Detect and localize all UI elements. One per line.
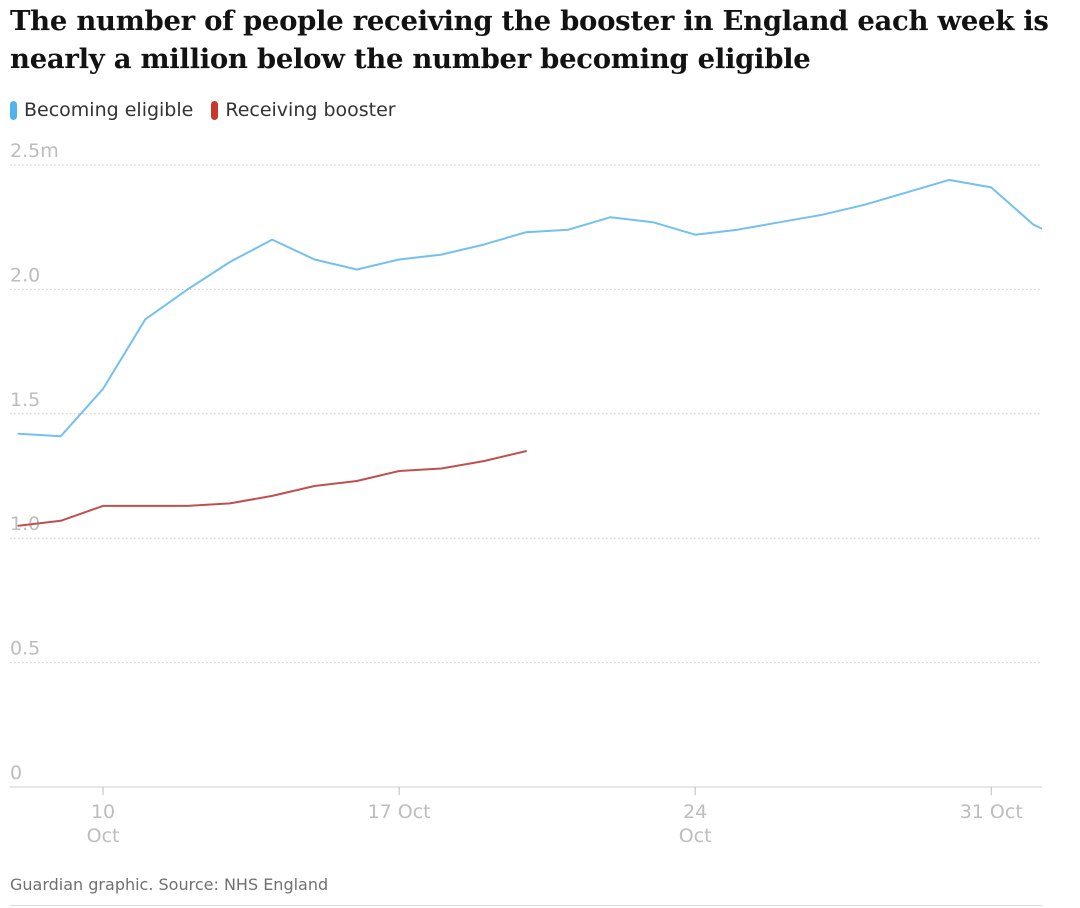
gridlines [10, 164, 1042, 788]
source-note: Guardian graphic. Source: NHS England [10, 875, 329, 894]
series-line-eligible [17, 178, 1042, 438]
legend-swatch-booster [211, 100, 219, 120]
series-line-booster [17, 450, 527, 527]
chart-title: The number of people receiving the boost… [10, 5, 1049, 75]
chart-legend: Becoming eligible Receiving booster [10, 97, 414, 123]
x-tick-label-line2: Oct [87, 825, 120, 847]
legend-swatch-eligible [10, 100, 17, 120]
y-tick-label: 0.5 [10, 638, 40, 660]
legend-label-booster: Receiving booster [225, 99, 396, 121]
y-tick-label: 2.5m [10, 140, 59, 162]
x-tick-label: 24 [683, 801, 707, 823]
footer-divider [10, 905, 1042, 906]
x-tick-label: 31 Oct [960, 801, 1023, 823]
y-tick-label: 1.5 [10, 389, 40, 411]
y-axis: 2.5m2.01.51.00.50 [10, 140, 59, 784]
y-tick-label: 2.0 [10, 264, 40, 286]
legend-item-eligible: Becoming eligible [10, 99, 193, 121]
series-lines [17, 178, 1042, 527]
x-tick-label-line2: Oct [679, 825, 712, 847]
x-tick-label: 17 Oct [368, 801, 431, 823]
legend-label-eligible: Becoming eligible [24, 99, 194, 121]
legend-item-booster: Receiving booster [211, 99, 396, 121]
x-tick-label: 10 [91, 801, 115, 823]
y-tick-label: 0 [10, 762, 22, 784]
